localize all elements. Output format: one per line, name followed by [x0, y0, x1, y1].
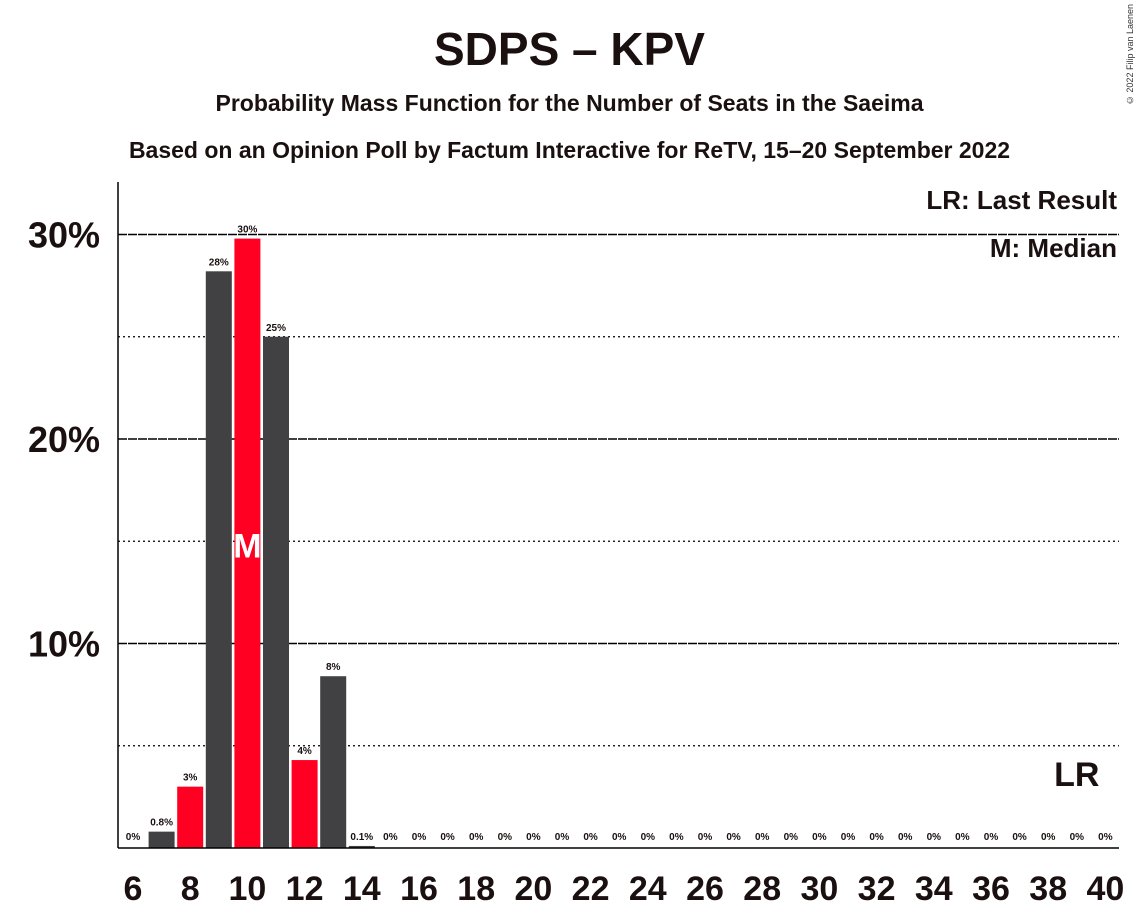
x-tick-label: 22	[572, 870, 610, 908]
last-result-marker: LR	[1054, 756, 1099, 794]
bar-value-label: 0.1%	[350, 832, 373, 843]
legend-last-result: LR: Last Result	[926, 185, 1117, 215]
bar-value-label: 0%	[526, 832, 541, 843]
x-tick-label: 34	[915, 870, 953, 908]
x-tick-label: 38	[1029, 870, 1067, 908]
chart-source-line: Based on an Opinion Poll by Factum Inter…	[128, 137, 1011, 163]
bar-value-label: 0%	[469, 832, 484, 843]
bar-value-label: 0%	[583, 832, 598, 843]
bar-value-label: 0%	[698, 832, 713, 843]
x-tick-label: 30	[800, 870, 838, 908]
bar-value-label: 0%	[1098, 832, 1113, 843]
bar-value-label: 0%	[440, 832, 455, 843]
x-tick-label: 26	[686, 870, 724, 908]
bar-value-label: 30%	[237, 225, 257, 236]
bar-value-label: 0%	[841, 832, 856, 843]
x-tick-label: 28	[743, 870, 781, 908]
y-tick-label: 20%	[28, 419, 100, 460]
bar-value-label: 8%	[326, 662, 341, 673]
bar-seat-13	[320, 676, 347, 848]
bar-value-label: 0%	[669, 832, 684, 843]
bar-value-label: 0%	[1041, 832, 1056, 843]
bar-seat-11	[263, 336, 289, 848]
bar-value-label: 0%	[555, 832, 570, 843]
axes: 10% 20% 30% 6 8 10 12 14 16 18 20 22 24 26 28 30 32 34 36 3…	[28, 182, 1124, 908]
bar-value-label: 0%	[955, 832, 970, 843]
legend-median: M: Median	[990, 233, 1117, 263]
bar-value-label: 0%	[869, 832, 884, 843]
bar-labels: 0% 0.8% 3% 28% 30% 25% 4% 8% 0.1% 0% 0% 0% 0% 0% 0% 0% 0…	[126, 225, 1113, 843]
x-tick-label: 40	[1086, 870, 1124, 908]
bar-value-label: 0%	[898, 832, 913, 843]
bar-value-label: 0%	[1012, 832, 1027, 843]
bar-value-label: 0%	[383, 832, 398, 843]
bar-value-label: 0%	[641, 832, 656, 843]
bar-seat-14	[348, 845, 375, 848]
bar-value-label: 25%	[266, 323, 286, 334]
bar-value-label: 0%	[984, 832, 999, 843]
x-tick-label: 20	[514, 870, 552, 908]
bar-value-label: 0.8%	[150, 818, 173, 829]
bar-value-label: 0%	[755, 832, 770, 843]
bar-value-label: 0%	[784, 832, 799, 843]
x-tick-label: 10	[228, 870, 266, 908]
x-tick-label: 6	[124, 870, 143, 908]
bar-value-label: 0%	[726, 832, 741, 843]
bar-value-label: 0%	[498, 832, 513, 843]
bar-value-label: 0%	[412, 832, 427, 843]
bar-value-label: 0%	[1070, 832, 1085, 843]
bar-value-label: 0%	[126, 832, 141, 843]
median-marker: M	[233, 527, 261, 565]
bar-seat-7	[148, 831, 175, 848]
bar-value-label: 0%	[612, 832, 627, 843]
x-tick-label: 16	[400, 870, 438, 908]
x-tick-label: 14	[343, 870, 381, 908]
x-tick-label: 24	[629, 870, 667, 908]
bar-value-label: 0%	[927, 832, 942, 843]
y-tick-label: 30%	[28, 215, 100, 256]
bar-value-label: 28%	[209, 257, 229, 268]
x-tick-label: 18	[457, 870, 495, 908]
x-tick-label: 36	[972, 870, 1010, 908]
bar-value-label: 0%	[812, 832, 827, 843]
chart-title: SDPS – KPV	[434, 23, 705, 75]
bar-value-label: 4%	[297, 746, 312, 757]
x-tick-label: 12	[286, 870, 324, 908]
y-tick-label: 10%	[28, 624, 100, 665]
x-tick-label: 8	[181, 870, 200, 908]
bar-seat-12	[291, 760, 318, 848]
bar-seat-8	[177, 786, 204, 848]
bar-seat-10	[234, 238, 261, 849]
bar-value-label: 3%	[183, 773, 198, 784]
chart-subtitle: Probability Mass Function for the Number…	[215, 90, 924, 116]
bars	[148, 238, 375, 849]
bar-seat-9	[205, 271, 232, 848]
x-tick-label: 32	[858, 870, 896, 908]
